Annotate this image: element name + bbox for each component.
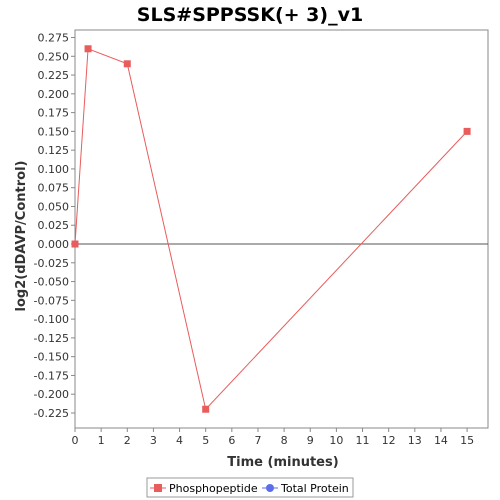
y-tick-label: -0.125 [34,332,69,345]
x-tick-label: 3 [150,434,157,447]
y-tick-label: -0.200 [34,388,69,401]
y-tick-label: 0.100 [38,163,70,176]
y-tick-label: 0.225 [38,69,70,82]
x-tick-label: 6 [228,434,235,447]
x-tick-label: 13 [408,434,422,447]
x-tick-label: 10 [329,434,343,447]
x-tick-label: 2 [124,434,131,447]
y-tick-label: 0.025 [38,219,70,232]
data-point [463,127,471,135]
x-tick-label: 4 [176,434,183,447]
data-point [84,45,92,53]
legend-item-phosphopeptide: Phosphopeptide [150,482,258,495]
legend-label-phosphopeptide: Phosphopeptide [169,482,258,495]
x-tick-label: 7 [254,434,261,447]
y-tick-label: 0.200 [38,88,70,101]
chart-title: SLS#SPPSSK(+ 3)_v1 [137,4,363,26]
series-layer [71,45,471,413]
y-tick-label: 0.275 [38,32,70,45]
legend-label-total-protein: Total Protein [280,482,349,495]
y-axis-label: log2(dDAVP/Control) [14,161,29,312]
y-tick-label: -0.150 [34,351,69,364]
y-tick-label: 0.075 [38,182,70,195]
x-tick-label: 8 [281,434,288,447]
x-tick-label: 11 [356,434,370,447]
legend-square-marker [154,484,162,492]
x-tick-label: 5 [202,434,209,447]
x-axis-label: Time (minutes) [227,455,338,470]
y-tick-label: 0.125 [38,144,70,157]
x-tick-label: 0 [72,434,79,447]
data-point [202,405,210,413]
data-point [71,240,79,248]
y-tick-label: 0.150 [38,125,70,138]
x-tick-label: 1 [98,434,105,447]
plot-area [74,29,489,429]
legend-item-total-protein: Total Protein [262,482,349,495]
y-tick-label: -0.025 [34,257,69,270]
x-tick-label: 15 [460,434,474,447]
x-axis: 0 1 2 3 4 5 6 7 8 9 10 11 12 13 14 15 [72,428,474,447]
y-tick-label: -0.175 [34,369,69,382]
legend: Phosphopeptide Total Protein [146,477,354,498]
x-tick-label: 12 [382,434,396,447]
y-tick-label: 0.050 [38,200,70,213]
y-tick-label: 0.000 [38,238,70,251]
x-tick-label: 14 [434,434,448,447]
y-tick-label: -0.225 [34,407,69,420]
data-point [123,60,131,68]
y-axis: 0.275 0.250 0.225 0.200 0.175 0.150 0.125 0.100… [34,32,75,420]
y-tick-label: 0.250 [38,50,70,63]
y-tick-label: 0.175 [38,107,70,120]
legend-circle-marker [266,484,274,492]
legend-box [146,477,354,498]
x-tick-label: 9 [307,434,314,447]
y-tick-label: -0.100 [34,313,69,326]
y-tick-label: -0.050 [34,276,69,289]
y-tick-label: -0.075 [34,294,69,307]
